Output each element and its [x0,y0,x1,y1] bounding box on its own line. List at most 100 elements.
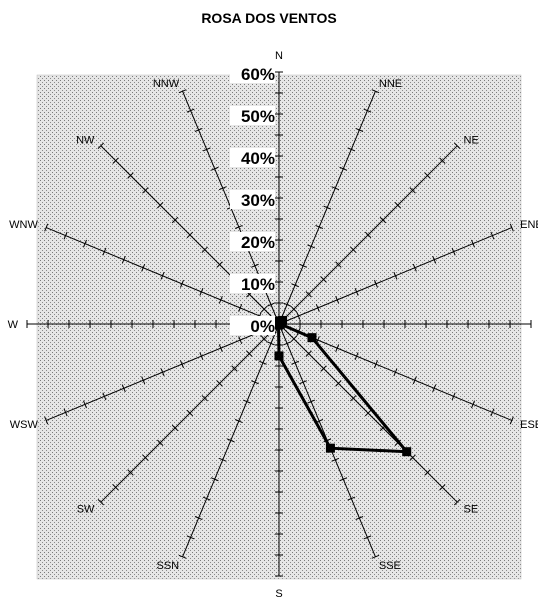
tick-mark-se [409,454,416,461]
tick-mark-sse [283,341,291,346]
direction-label-ssn: SSN [156,560,179,572]
direction-label-wnw: WNW [9,219,38,231]
radial-tick-label: 40% [241,149,275,168]
tick-mark-sse [299,380,307,385]
data-point-ese [307,333,317,343]
tick-mark-wsw [102,392,107,401]
tick-mark-ssn [234,419,243,424]
tick-mark-ese [509,416,514,425]
direction-label-s: S [275,588,282,597]
direction-label-sw: SW [77,504,95,516]
tick-mark-wnw [218,296,223,304]
tick-mark-wnw [44,223,49,232]
tick-mark-nw [112,157,119,164]
tick-mark-se [320,365,327,372]
tick-mark-nne [299,263,307,268]
tick-mark-wnw [238,304,243,312]
tick-mark-ese [335,344,340,352]
tick-mark-wsw [160,368,165,377]
tick-mark-ssn [210,477,219,482]
tick-mark-se [305,350,312,357]
chart-title: ROSA DOS VENTOS [201,10,337,26]
tick-mark-wsw [44,416,49,425]
tick-mark-se [335,380,342,387]
tick-mark-wnw [141,263,146,272]
tick-mark-sw [216,380,223,387]
tick-mark-ssn [251,380,259,385]
tick-mark-nne [371,89,380,94]
tick-mark-sw [157,439,164,446]
tick-mark-sw [186,409,194,417]
tick-mark-sw [112,484,119,491]
tick-mark-sse [339,477,348,482]
tick-mark-wnw [63,231,68,240]
tick-mark-ene [412,263,417,272]
tick-mark-nne [283,302,291,307]
radial-tick-label: 50% [241,107,275,126]
tick-mark-ssn [178,554,187,559]
tick-mark-se [439,484,446,491]
direction-label-sse: SSE [379,560,401,572]
tick-mark-wnw [160,271,165,280]
direction-label-ese: ESE [520,419,538,431]
tick-mark-ne [439,157,446,164]
tick-mark-ne [350,246,357,253]
tick-mark-se [364,409,372,417]
tick-mark-sw [142,454,149,461]
direction-label-ene: ENE [520,219,538,231]
tick-mark-ne [409,187,416,194]
tick-mark-ene [471,239,476,248]
tick-mark-se [290,335,298,343]
direction-label-nne: NNE [379,78,402,90]
tick-mark-se [424,469,431,476]
tick-mark-ne [394,202,401,209]
tick-mark-nw [186,231,194,239]
tick-mark-wsw [199,352,204,361]
tick-mark-wsw [238,336,243,344]
tick-mark-wnw [102,247,107,256]
tick-mark-nne [331,186,340,191]
tick-mark-nne [347,147,356,152]
data-point-nnw [274,318,284,328]
tick-mark-sse [331,457,340,462]
tick-mark-sw [260,335,268,343]
tick-mark-nne [363,108,372,113]
data-point-s [274,351,284,361]
tick-mark-nnw [178,89,187,94]
tick-mark-nnw [251,263,259,268]
tick-mark-ne [305,291,312,298]
tick-mark-ene [451,247,456,256]
tick-mark-wsw [82,400,87,409]
tick-mark-ssn [218,457,227,462]
radial-label-backdrop [230,106,275,125]
tick-mark-nw [142,187,149,194]
tick-mark-ese [490,408,495,417]
tick-mark-sse [355,516,364,521]
tick-mark-ssn [242,399,251,404]
tick-mark-nnw [202,147,211,152]
tick-mark-ene [432,255,437,264]
tick-mark-wnw [199,287,204,296]
tick-mark-ssn [186,535,195,540]
tick-mark-ene [354,287,359,296]
tick-mark-sw [127,469,134,476]
tick-mark-nne [315,224,324,229]
data-point-se [402,447,412,457]
tick-mark-ene [393,271,398,280]
tick-mark-nnw [186,108,195,113]
tick-mark-ssn [259,360,267,365]
tick-mark-nw [216,261,223,268]
tick-mark-sse [371,554,380,559]
tick-mark-nne [323,205,332,210]
tick-mark-se [454,499,461,506]
tick-mark-sw [171,424,179,432]
radial-tick-label: 0% [250,317,275,336]
tick-mark-wsw [63,408,68,417]
tick-mark-wnw [82,239,87,248]
tick-mark-nne [307,244,316,249]
tick-mark-ssn [267,341,275,346]
tick-mark-sse [347,496,356,501]
tick-mark-nnw [218,186,227,191]
radial-label-backdrop [230,316,275,335]
